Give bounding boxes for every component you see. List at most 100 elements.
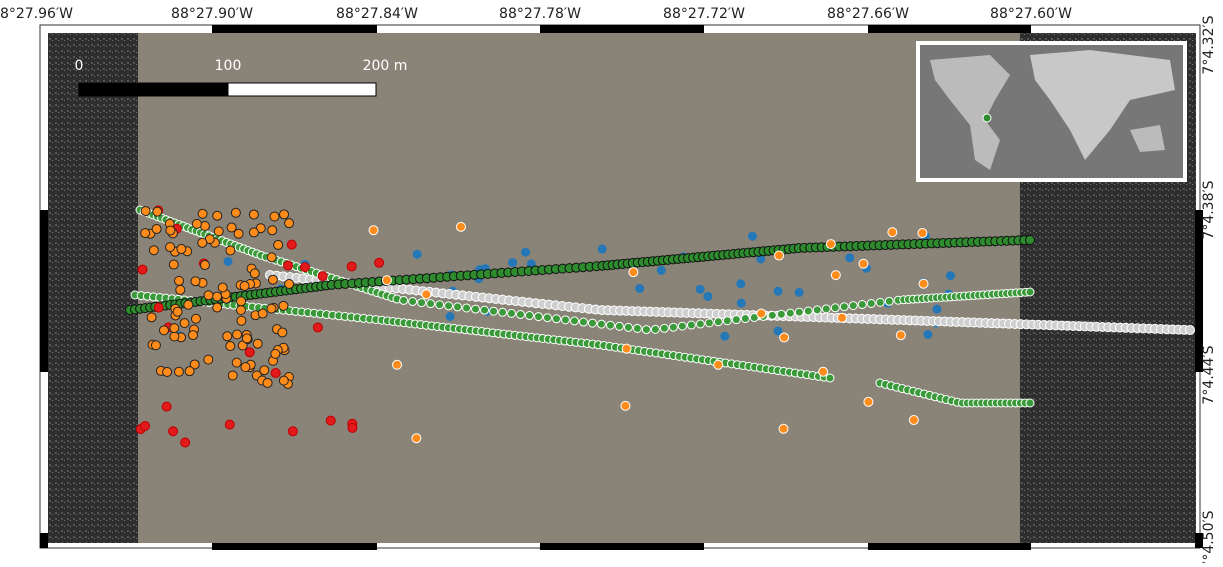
- track-point: [399, 295, 409, 305]
- sample-point: [224, 419, 235, 430]
- track-point: [839, 302, 849, 312]
- sample-point: [174, 275, 185, 286]
- track-point: [650, 324, 660, 334]
- track-point: [668, 322, 678, 332]
- sample-point: [346, 261, 357, 272]
- sample-point: [283, 260, 294, 271]
- longitude-label: 88°27.90′W: [171, 6, 253, 22]
- sample-point: [858, 258, 869, 269]
- sample-point: [794, 287, 804, 297]
- track-point: [417, 298, 427, 308]
- sample-point: [917, 227, 928, 238]
- sample-point: [257, 308, 268, 319]
- longitude-label: 88°27.96′W: [0, 6, 73, 22]
- sample-point: [175, 284, 186, 295]
- track-point: [560, 315, 570, 325]
- sample-point: [266, 303, 277, 314]
- sample-point: [628, 267, 639, 278]
- track-point: [453, 302, 463, 312]
- sample-point: [140, 206, 151, 217]
- sample-point: [270, 348, 281, 359]
- scale-label: 100: [215, 58, 242, 74]
- sample-point: [262, 377, 273, 388]
- sample-point: [140, 421, 151, 432]
- sample-point: [161, 401, 172, 412]
- sample-point: [895, 330, 906, 341]
- sample-point: [908, 415, 919, 426]
- sample-point: [190, 313, 201, 324]
- sample-point: [227, 370, 238, 381]
- sample-point: [189, 359, 200, 370]
- sample-point: [845, 253, 855, 263]
- track-point: [704, 318, 714, 328]
- sample-point: [266, 252, 277, 263]
- sample-point: [284, 218, 295, 229]
- sample-point: [381, 275, 392, 286]
- sample-point: [597, 244, 607, 254]
- track-point: [462, 303, 472, 313]
- sample-point: [270, 368, 281, 379]
- track-point: [848, 301, 858, 311]
- track-point: [884, 296, 894, 306]
- track-point: [480, 305, 490, 315]
- sample-point: [150, 340, 161, 351]
- sample-point: [887, 227, 898, 238]
- latitude-label: 7°4.44′S: [1201, 345, 1217, 404]
- sample-point: [190, 276, 201, 287]
- sample-point: [226, 222, 237, 233]
- track-point: [875, 297, 885, 307]
- latitude-label: 7°4.50′S: [1201, 510, 1217, 563]
- sample-point: [223, 256, 233, 266]
- sample-point: [656, 265, 666, 275]
- sample-point: [695, 284, 705, 294]
- sample-point: [347, 422, 358, 433]
- sample-point: [736, 279, 746, 289]
- sample-point: [248, 227, 259, 238]
- track-point: [812, 305, 822, 315]
- longitude-label: 88°27.66′W: [827, 6, 909, 22]
- sample-point: [173, 366, 184, 377]
- track-point: [578, 317, 588, 327]
- sample-point: [932, 304, 942, 314]
- sample-point: [284, 278, 295, 289]
- sample-point: [169, 323, 180, 334]
- track-point: [605, 320, 615, 330]
- sample-point: [412, 249, 422, 259]
- sample-point: [203, 354, 214, 365]
- sample-point: [176, 244, 187, 255]
- longitude-label: 88°27.84′W: [336, 6, 418, 22]
- sample-point: [248, 209, 259, 220]
- track-point: [803, 306, 813, 316]
- sample-point: [508, 258, 518, 268]
- sample-point: [191, 218, 202, 229]
- track-point: [785, 308, 795, 318]
- track-point: [596, 319, 606, 329]
- sample-point: [225, 245, 236, 256]
- sample-point: [162, 366, 173, 377]
- sample-point: [169, 331, 180, 342]
- sample-point: [165, 225, 176, 236]
- sample-point: [231, 357, 242, 368]
- sample-point: [773, 326, 783, 336]
- track-point: [776, 309, 786, 319]
- sample-point: [286, 239, 297, 250]
- sample-point: [240, 362, 251, 373]
- sample-point: [158, 325, 169, 336]
- track-point: [614, 321, 624, 331]
- sample-point: [197, 237, 208, 248]
- sample-point: [312, 322, 323, 333]
- track-point: [569, 316, 579, 326]
- sample-point: [621, 343, 632, 354]
- sample-point: [278, 300, 289, 311]
- sample-point: [148, 245, 159, 256]
- track-point: [516, 309, 526, 319]
- sample-point: [368, 225, 379, 236]
- track-point: [542, 313, 552, 323]
- sample-point: [199, 220, 210, 231]
- track-point: [677, 321, 687, 331]
- track-point: [641, 325, 651, 335]
- sample-point: [837, 312, 848, 323]
- track-point: [1025, 398, 1035, 408]
- inset-map: [916, 41, 1187, 182]
